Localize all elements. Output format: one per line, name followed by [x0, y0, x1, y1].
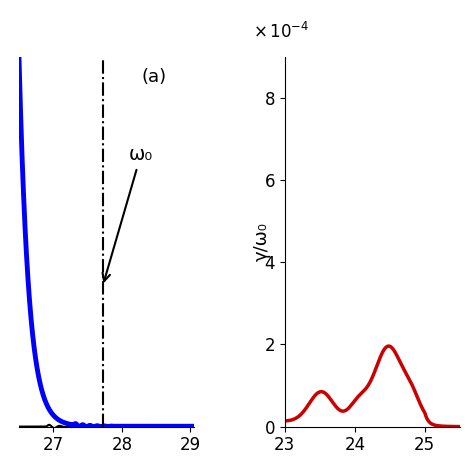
Y-axis label: γ/ω₀: γ/ω₀ [253, 222, 271, 261]
Text: ω₀: ω₀ [102, 146, 153, 281]
Text: $\times\,10^{-4}$: $\times\,10^{-4}$ [254, 22, 310, 42]
Text: (a): (a) [141, 68, 166, 86]
